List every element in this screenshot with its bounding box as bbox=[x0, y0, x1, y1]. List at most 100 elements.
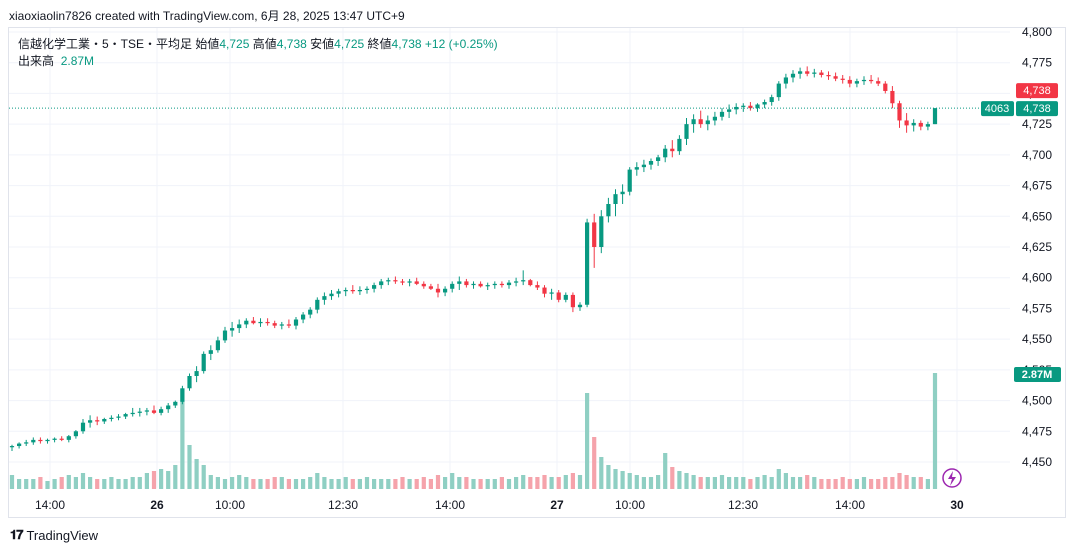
candle-body bbox=[776, 83, 781, 98]
volume-bar bbox=[925, 479, 930, 489]
time-tick-label: 10:00 bbox=[215, 498, 245, 512]
volume-bar bbox=[222, 479, 228, 489]
price-tick-label: 4,700 bbox=[1022, 148, 1052, 162]
candle-body bbox=[684, 124, 689, 139]
volume-bar bbox=[343, 477, 348, 489]
time-tick-label: 14:00 bbox=[35, 498, 65, 512]
chart-frame[interactable] bbox=[8, 27, 1066, 518]
volume-bar bbox=[350, 479, 355, 489]
price-tick-label: 4,450 bbox=[1022, 455, 1052, 469]
volume-bar bbox=[805, 475, 810, 489]
candle-body bbox=[790, 73, 796, 78]
time-tick-label: 14:00 bbox=[835, 498, 865, 512]
time-tick-label: 26 bbox=[150, 498, 164, 512]
last-price-tag-label: 4,738 bbox=[1023, 103, 1051, 115]
candle-body bbox=[719, 111, 725, 117]
candle-body bbox=[322, 296, 327, 300]
candle-body bbox=[379, 281, 384, 286]
price-tick-label: 4,650 bbox=[1022, 209, 1052, 223]
volume-bar bbox=[315, 473, 320, 489]
candle-body bbox=[400, 281, 405, 283]
volume-bar bbox=[279, 477, 284, 489]
candle-body bbox=[386, 280, 391, 282]
volume-bar bbox=[627, 473, 632, 489]
volume-bar bbox=[80, 473, 86, 489]
volume-bar bbox=[123, 479, 128, 489]
close-label: 終値 bbox=[367, 37, 392, 51]
price-tick-label: 4,575 bbox=[1022, 301, 1052, 315]
candle-body bbox=[762, 102, 767, 105]
candle-body bbox=[393, 280, 398, 282]
candle-body bbox=[230, 328, 235, 331]
price-tick-label: 4,675 bbox=[1022, 179, 1052, 193]
candle-body bbox=[329, 293, 334, 297]
candle-body bbox=[52, 438, 57, 440]
candle-body bbox=[315, 299, 320, 310]
candle-body bbox=[563, 294, 568, 300]
candle-body bbox=[592, 222, 597, 247]
volume-bar bbox=[17, 479, 22, 489]
volume-bar bbox=[620, 471, 625, 489]
candle-body bbox=[123, 414, 128, 417]
volume-bar bbox=[443, 477, 448, 489]
candle-body bbox=[528, 280, 533, 286]
candle-body bbox=[144, 410, 149, 412]
volume-bar bbox=[45, 481, 50, 489]
volume-bar bbox=[151, 471, 157, 489]
countdown-tag-label: 4063 bbox=[985, 103, 1009, 115]
volume-bar bbox=[840, 477, 845, 489]
candle-body bbox=[556, 292, 561, 300]
candle-body bbox=[95, 420, 100, 422]
candle-body bbox=[357, 290, 362, 292]
volume-bar bbox=[230, 477, 235, 489]
volume-bar bbox=[641, 477, 646, 489]
volume-bar bbox=[73, 477, 78, 489]
volume-bar bbox=[748, 479, 753, 489]
volume-bar bbox=[464, 477, 469, 489]
candle-body bbox=[372, 285, 377, 289]
volume-bar bbox=[31, 479, 36, 489]
candle-body bbox=[45, 439, 50, 442]
candle-body bbox=[293, 319, 299, 326]
volume-bar bbox=[414, 479, 419, 489]
candle-body bbox=[364, 288, 370, 290]
candle-body bbox=[159, 409, 164, 413]
candle-body bbox=[187, 376, 192, 389]
prev-price-tag bbox=[1016, 83, 1058, 99]
volume-bar bbox=[599, 457, 604, 489]
candle-body bbox=[932, 108, 938, 125]
volume-bar bbox=[322, 477, 327, 489]
volume-bar bbox=[698, 477, 703, 489]
volume-bar bbox=[386, 479, 391, 489]
candle-body bbox=[151, 410, 157, 413]
volume-bar bbox=[684, 473, 689, 489]
candle-body bbox=[812, 72, 817, 74]
volume-bar bbox=[592, 437, 597, 489]
candle-body bbox=[918, 122, 923, 127]
volume-bar bbox=[159, 469, 164, 489]
candle-body bbox=[925, 124, 930, 127]
high-value: 4,738 bbox=[276, 37, 307, 51]
candle-body bbox=[222, 330, 228, 341]
volume-bar bbox=[833, 479, 838, 489]
candle-body bbox=[656, 157, 661, 161]
candle-body bbox=[485, 285, 490, 287]
volume-bar bbox=[393, 479, 398, 489]
countdown-tag bbox=[981, 101, 1014, 117]
candle-body bbox=[116, 416, 121, 418]
volume-bar bbox=[208, 475, 213, 489]
volume-bar bbox=[308, 477, 313, 489]
volume-bar bbox=[130, 477, 135, 489]
volume-bar bbox=[719, 475, 725, 489]
tradingview-logo[interactable]: 𝟏𝟕 TradingView bbox=[10, 527, 98, 543]
candle-body bbox=[840, 78, 845, 80]
volume-bar bbox=[137, 477, 142, 489]
candle-body bbox=[301, 314, 306, 320]
candle-body bbox=[897, 103, 902, 121]
price-tags: 4,738 4063 4,738 2.87M bbox=[9, 83, 1061, 488]
candle-body bbox=[428, 286, 433, 289]
candle-body bbox=[890, 90, 895, 104]
volume-bar bbox=[712, 477, 717, 489]
candle-body bbox=[783, 77, 788, 84]
